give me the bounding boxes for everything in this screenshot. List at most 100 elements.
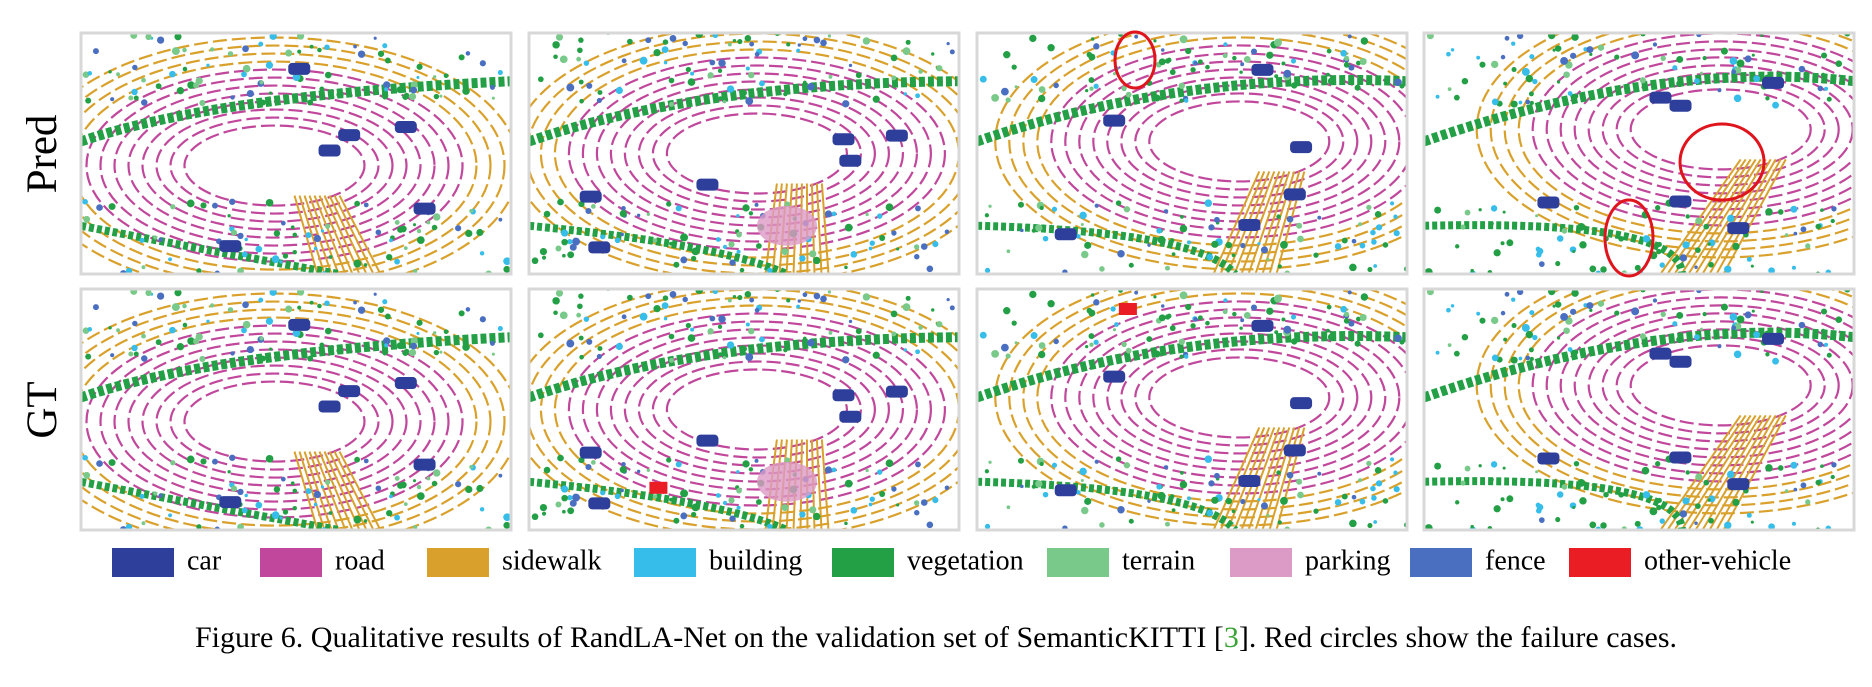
scatter-point [128, 95, 134, 101]
scatter-point [1528, 347, 1534, 353]
scatter-point [1478, 208, 1482, 212]
scatter-point [1327, 77, 1336, 85]
scatter-point [1153, 295, 1157, 299]
scatter-point [158, 493, 163, 498]
sidewalk-scan [1680, 158, 1757, 274]
scatter-point [1225, 497, 1233, 505]
scatter-point [155, 83, 162, 90]
scatter-point [914, 510, 920, 516]
scatter-point [1506, 495, 1514, 503]
scatter-point [557, 454, 564, 462]
scatter-point [307, 99, 314, 106]
scatter-point [926, 265, 934, 273]
scatter-point [1639, 77, 1646, 84]
scatter-point [1257, 242, 1261, 246]
road-scan-ring [1120, 340, 1359, 455]
scatter-point [193, 82, 200, 89]
scatter-point [1156, 227, 1162, 234]
scatter-point [1560, 56, 1569, 65]
scatter-point [297, 305, 302, 310]
sidewalk-scan [298, 451, 326, 530]
scatter-point [176, 87, 185, 95]
car-blob [696, 434, 719, 447]
legend: car road sidewalk building vegetation terrain… [112, 545, 1791, 577]
scatter-point [576, 312, 582, 318]
scatter-point [1115, 456, 1122, 462]
road-scan-ring [1092, 68, 1387, 215]
scatter-point [503, 265, 511, 273]
legend-label: sidewalk [502, 545, 602, 576]
scatter-point [1702, 56, 1707, 61]
scatter-point [1586, 46, 1594, 54]
scatter-point [1659, 262, 1665, 268]
citation-link[interactable]: 3 [1224, 621, 1239, 654]
scatter-point [1005, 353, 1011, 359]
scatter-point [227, 51, 234, 57]
scatter-point [1125, 347, 1132, 354]
scatter-point [1729, 313, 1738, 321]
scatter-point [1464, 209, 1471, 216]
scatter-point [979, 75, 987, 83]
scatter-point [382, 94, 388, 100]
scatter-point [615, 342, 623, 351]
scatter-point [1187, 240, 1192, 245]
scatter-point [503, 257, 511, 266]
scatter-point [685, 322, 692, 329]
scatter-point [292, 329, 301, 338]
scatter-point [416, 492, 425, 500]
scatter-point [206, 63, 210, 67]
scatter-point [1639, 333, 1646, 340]
scatter-point [491, 352, 495, 356]
scatter-point [363, 458, 369, 464]
scatter-point [1772, 101, 1779, 109]
road-scan-ring [994, 289, 1407, 527]
scatter-point [1548, 289, 1556, 296]
scatter-point [1334, 243, 1342, 250]
scatter-point [756, 499, 762, 505]
car-blob [318, 144, 341, 157]
scatter-point [156, 36, 165, 44]
scatter-point [539, 247, 548, 256]
scatter-point [1020, 228, 1024, 233]
scatter-point [169, 70, 176, 78]
sidewalk-scan [1687, 158, 1762, 274]
scatter-point [691, 503, 700, 512]
scatter-point [141, 99, 148, 106]
scatter-point [1240, 242, 1246, 249]
scatter-point [1552, 304, 1556, 308]
scatter-point [1820, 72, 1826, 78]
scatter-point [1360, 293, 1369, 301]
scatter-point [663, 60, 668, 65]
scatter-point [1093, 43, 1100, 50]
scatter-point [156, 292, 165, 300]
scatter-point [389, 494, 393, 499]
scatter-point [353, 259, 362, 268]
scatter-point [1355, 60, 1361, 66]
vegetation-band [81, 477, 340, 530]
sidewalk-scan [338, 195, 382, 274]
scatter-point [680, 489, 689, 498]
scatter-point [503, 513, 511, 522]
scatter-point [1518, 100, 1523, 105]
scatter-point [1344, 311, 1350, 317]
road-scan-ring [113, 84, 436, 247]
scatter-point [116, 328, 120, 333]
scatter-point [1447, 87, 1452, 91]
scatter-point [748, 467, 754, 472]
scatter-point [786, 298, 791, 303]
scatter-point [902, 303, 911, 312]
scatter-point [1367, 267, 1373, 273]
scatter-point [1733, 94, 1742, 103]
scatter-point [736, 487, 742, 494]
scatter-point [377, 50, 385, 57]
scatter-point [465, 51, 471, 56]
scatter-point [1187, 496, 1192, 501]
scatter-point [748, 71, 755, 79]
scatter-point [1359, 498, 1366, 505]
scatter-point [196, 524, 202, 530]
point-cloud-panel [81, 289, 511, 530]
scatter-point [408, 349, 417, 357]
scatter-point [242, 301, 249, 309]
scatter-point [1479, 61, 1486, 68]
scatter-point [537, 332, 544, 339]
